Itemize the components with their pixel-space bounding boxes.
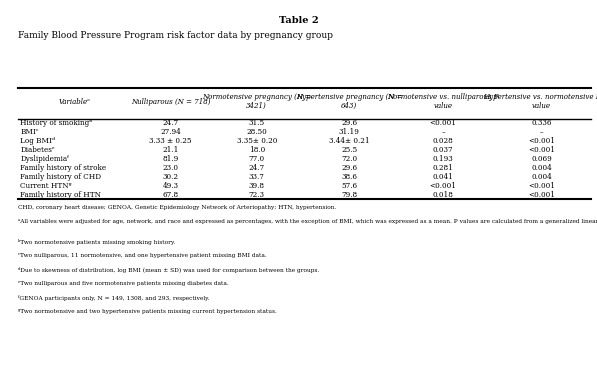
Text: 0.004: 0.004 [531, 173, 552, 181]
Text: 18.0: 18.0 [248, 146, 265, 154]
Text: 0.069: 0.069 [531, 155, 552, 163]
Text: Family history of HTN: Family history of HTN [20, 191, 101, 199]
Text: Family history of CHD: Family history of CHD [20, 173, 101, 181]
Text: ᵇTwo normotensive patients missing smoking history.: ᵇTwo normotensive patients missing smoki… [18, 239, 176, 245]
Text: 0.336: 0.336 [531, 119, 552, 127]
Text: 23.0: 23.0 [162, 164, 179, 172]
Text: 24.7: 24.7 [162, 119, 179, 127]
Text: 33.7: 33.7 [249, 173, 264, 181]
Text: 39.8: 39.8 [249, 182, 264, 190]
Text: 25.5: 25.5 [341, 146, 357, 154]
Text: 0.193: 0.193 [433, 155, 454, 163]
Text: 0.018: 0.018 [433, 191, 454, 199]
Text: 3.33 ± 0.25: 3.33 ± 0.25 [149, 137, 192, 145]
Text: ᵃAll variables were adjusted for age, network, and race and expressed as percent: ᵃAll variables were adjusted for age, ne… [18, 219, 597, 224]
Text: 31.19: 31.19 [338, 128, 359, 137]
Text: 81.9: 81.9 [162, 155, 179, 163]
Text: 21.1: 21.1 [162, 146, 179, 154]
Text: BMIᶜ: BMIᶜ [20, 128, 39, 137]
Text: ᵈDue to skewness of distribution, log BMI (mean ± SD) was used for comparison be: ᵈDue to skewness of distribution, log BM… [18, 267, 319, 273]
Text: 67.8: 67.8 [162, 191, 179, 199]
Text: Nulliparous (N = 718): Nulliparous (N = 718) [131, 98, 210, 105]
Text: 29.6: 29.6 [341, 119, 357, 127]
Text: 0.037: 0.037 [433, 146, 454, 154]
Text: CHD, coronary heart disease; GENOA, Genetic Epidemiology Network of Arteriopathy: CHD, coronary heart disease; GENOA, Gene… [18, 205, 336, 210]
Text: 0.004: 0.004 [531, 164, 552, 172]
Text: ᵉTwo nulliparous and five normotensive patients missing diabetes data.: ᵉTwo nulliparous and five normotensive p… [18, 281, 229, 286]
Text: Normotensive pregnancy (N =
3421): Normotensive pregnancy (N = 3421) [202, 93, 311, 110]
Text: 28.50: 28.50 [247, 128, 267, 137]
Text: 27.94: 27.94 [160, 128, 181, 137]
Text: 30.2: 30.2 [162, 173, 179, 181]
Text: Variableᵃ: Variableᵃ [59, 98, 91, 105]
Text: Hypertensive vs. normotensive P
value: Hypertensive vs. normotensive P value [483, 93, 597, 110]
Text: <0.001: <0.001 [430, 119, 457, 127]
Text: Hypertensive pregnancy (N =
643): Hypertensive pregnancy (N = 643) [296, 93, 402, 110]
Text: Diabetesᵉ: Diabetesᵉ [20, 146, 55, 154]
Text: <0.001: <0.001 [528, 146, 555, 154]
Text: 38.6: 38.6 [341, 173, 357, 181]
Text: ᶜTwo nulliparous, 11 normotensive, and one hypertensive patient missing BMI data: ᶜTwo nulliparous, 11 normotensive, and o… [18, 253, 267, 258]
Text: <0.001: <0.001 [528, 137, 555, 145]
Text: Normotensive vs. nulliparous P
value: Normotensive vs. nulliparous P value [387, 93, 499, 110]
Text: 3.35± 0.20: 3.35± 0.20 [236, 137, 277, 145]
Text: –: – [540, 128, 543, 137]
Text: 0.041: 0.041 [433, 173, 454, 181]
Text: <0.001: <0.001 [528, 191, 555, 199]
Text: 72.0: 72.0 [341, 155, 357, 163]
Text: 57.6: 57.6 [341, 182, 357, 190]
Text: 3.44± 0.21: 3.44± 0.21 [329, 137, 370, 145]
Text: 77.0: 77.0 [248, 155, 265, 163]
Text: <0.001: <0.001 [430, 182, 457, 190]
Text: 29.6: 29.6 [341, 164, 357, 172]
Text: Log BMIᵈ: Log BMIᵈ [20, 137, 56, 145]
Text: ᶠGENOA participants only, N = 149, 1308, and 293, respectively.: ᶠGENOA participants only, N = 149, 1308,… [18, 295, 210, 300]
Text: –: – [441, 128, 445, 137]
Text: <0.001: <0.001 [528, 182, 555, 190]
Text: 79.8: 79.8 [341, 191, 357, 199]
Text: Dyslipidemiaᶠ: Dyslipidemiaᶠ [20, 155, 69, 163]
Text: History of smokingᵇ: History of smokingᵇ [20, 119, 93, 127]
Text: 0.028: 0.028 [433, 137, 454, 145]
Text: 24.7: 24.7 [248, 164, 265, 172]
Text: 31.5: 31.5 [248, 119, 265, 127]
Text: 49.3: 49.3 [162, 182, 179, 190]
Text: ᵍTwo normotensive and two hypertensive patients missing current hypertension sta: ᵍTwo normotensive and two hypertensive p… [18, 309, 277, 314]
Text: Table 2: Table 2 [279, 16, 318, 26]
Text: 0.281: 0.281 [433, 164, 454, 172]
Text: 72.3: 72.3 [249, 191, 264, 199]
Text: Family history of stroke: Family history of stroke [20, 164, 106, 172]
Text: Family Blood Pressure Program risk factor data by pregnancy group: Family Blood Pressure Program risk facto… [18, 31, 333, 40]
Text: Current HTNᵍ: Current HTNᵍ [20, 182, 72, 190]
